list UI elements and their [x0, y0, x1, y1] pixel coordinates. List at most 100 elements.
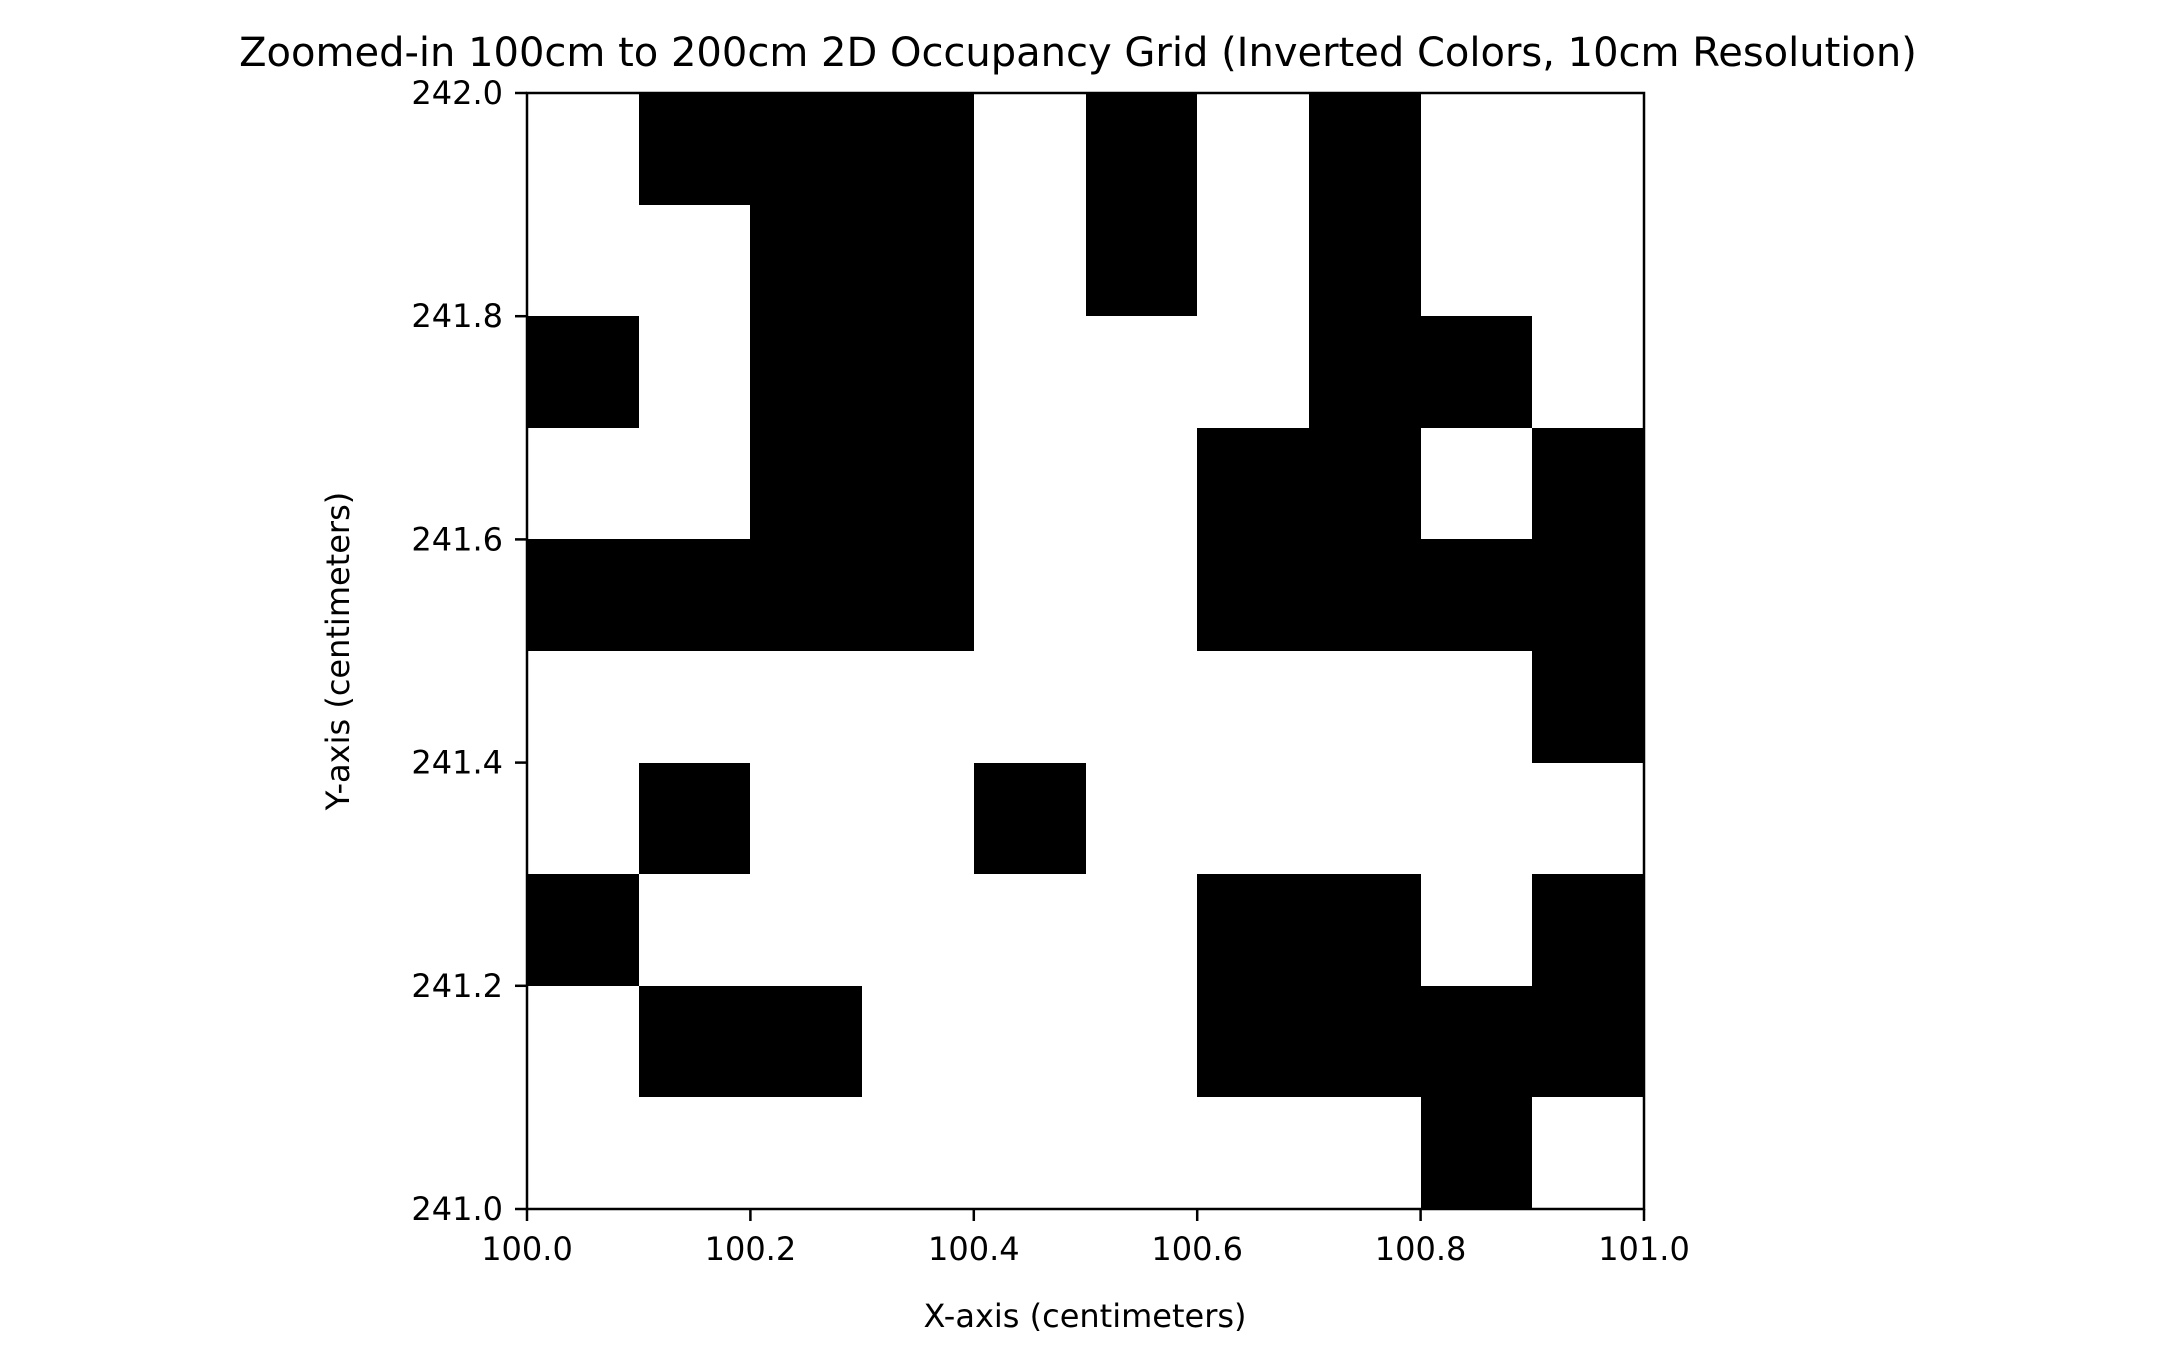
grid-cell-free	[1421, 93, 1532, 205]
grid-cell-free	[862, 1097, 974, 1209]
x-axis-label: X-axis (centimeters)	[923, 1297, 1246, 1335]
grid-cell-free	[974, 539, 1086, 651]
plot-frame	[525, 91, 1646, 1211]
grid-cell-occupied	[974, 763, 1086, 874]
grid-cell-occupied	[1421, 539, 1532, 651]
grid-cell-free	[750, 874, 862, 986]
grid-cell-free	[974, 651, 1086, 763]
x-tick-label: 100.0	[481, 1230, 573, 1268]
grid-cell-occupied	[1197, 428, 1309, 539]
grid-cell-occupied	[527, 874, 639, 986]
grid-cell-free	[1532, 763, 1644, 874]
x-tick-label: 101.0	[1598, 1230, 1690, 1268]
grid-cell-occupied	[1309, 93, 1421, 205]
grid-cell-free	[862, 874, 974, 986]
grid-cell-free	[1309, 651, 1421, 763]
y-tick-label: 241.0	[411, 1190, 503, 1228]
grid-cell-occupied	[639, 539, 750, 651]
x-tick-label: 100.4	[928, 1230, 1020, 1268]
grid-cell-free	[1197, 763, 1309, 874]
grid-cell-free	[1421, 874, 1532, 986]
grid-cell-occupied	[862, 316, 974, 428]
grid-cell-free	[1197, 1097, 1309, 1209]
grid-cell-occupied	[1309, 874, 1421, 986]
y-tick-label: 241.2	[411, 967, 503, 1005]
x-tick-label: 100.2	[705, 1230, 797, 1268]
grid-cell-free	[639, 874, 750, 986]
grid-cell-free	[639, 205, 750, 316]
grid-cell-occupied	[750, 428, 862, 539]
grid-cell-free	[974, 93, 1086, 205]
grid-cell-free	[750, 763, 862, 874]
y-tick-label: 241.6	[411, 520, 503, 558]
grid-cell-occupied	[639, 93, 750, 205]
grid-cell-free	[527, 93, 639, 205]
grid-cell-free	[639, 1097, 750, 1209]
grid-cell-free	[527, 428, 639, 539]
grid-cell-occupied	[1309, 316, 1421, 428]
grid-cell-free	[862, 986, 974, 1097]
grid-cell-free	[1086, 986, 1197, 1097]
grid-cell-occupied	[527, 539, 639, 651]
y-tick-label: 241.4	[411, 744, 503, 782]
grid-cell-free	[1421, 428, 1532, 539]
grid-cell-free	[974, 316, 1086, 428]
grid-cells	[527, 93, 1644, 1209]
grid-cell-free	[1086, 316, 1197, 428]
grid-cell-free	[1309, 1097, 1421, 1209]
grid-cell-free	[1532, 316, 1644, 428]
x-axis-ticks: 100.0 100.2 100.4 100.6 100.8 101.0	[481, 1209, 1690, 1268]
y-tick-label: 241.8	[411, 297, 503, 335]
grid-cell-free	[862, 763, 974, 874]
grid-cell-occupied	[750, 986, 862, 1097]
grid-cell-occupied	[1086, 93, 1197, 205]
grid-cell-occupied	[750, 205, 862, 316]
grid-cell-free	[1532, 205, 1644, 316]
grid-cell-occupied	[1309, 428, 1421, 539]
grid-cell-free	[1309, 763, 1421, 874]
grid-cell-free	[750, 651, 862, 763]
grid-cell-free	[527, 1097, 639, 1209]
grid-cell-occupied	[639, 986, 750, 1097]
grid-cell-free	[1421, 651, 1532, 763]
grid-cell-free	[639, 316, 750, 428]
grid-cell-occupied	[1086, 205, 1197, 316]
grid-cell-free	[1197, 205, 1309, 316]
grid-cell-occupied	[1532, 428, 1644, 539]
x-tick-label: 100.6	[1151, 1230, 1243, 1268]
grid-cell-occupied	[1309, 986, 1421, 1097]
grid-cell-occupied	[1197, 986, 1309, 1097]
grid-cell-free	[639, 651, 750, 763]
grid-cell-free	[1421, 205, 1532, 316]
x-tick-label: 100.8	[1375, 1230, 1467, 1268]
grid-cell-free	[974, 874, 1086, 986]
grid-cell-occupied	[1309, 205, 1421, 316]
grid-cell-occupied	[862, 93, 974, 205]
grid-cell-occupied	[750, 93, 862, 205]
grid-cell-free	[1197, 651, 1309, 763]
grid-cell-occupied	[1532, 651, 1644, 763]
grid-cell-free	[1086, 539, 1197, 651]
grid-cell-occupied	[1197, 874, 1309, 986]
grid-cell-occupied	[862, 205, 974, 316]
grid-cell-occupied	[862, 539, 974, 651]
y-axis-ticks: 241.0 241.2 241.4 241.6 241.8 242.0	[411, 74, 527, 1228]
grid-cell-free	[974, 205, 1086, 316]
grid-cell-occupied	[1532, 986, 1644, 1097]
grid-cell-occupied	[1309, 539, 1421, 651]
grid-cell-free	[1532, 93, 1644, 205]
grid-cell-free	[1197, 316, 1309, 428]
grid-cell-free	[1197, 93, 1309, 205]
grid-cell-free	[862, 651, 974, 763]
grid-cell-free	[1086, 1097, 1197, 1209]
grid-cell-occupied	[1421, 316, 1532, 428]
grid-cell-free	[527, 205, 639, 316]
grid-cell-free	[1532, 1097, 1644, 1209]
grid-cell-occupied	[639, 763, 750, 874]
grid-cell-occupied	[1532, 539, 1644, 651]
grid-cell-free	[1086, 651, 1197, 763]
grid-cell-free	[750, 1097, 862, 1209]
grid-cell-free	[527, 763, 639, 874]
grid-cell-occupied	[1197, 539, 1309, 651]
grid-cell-occupied	[750, 316, 862, 428]
